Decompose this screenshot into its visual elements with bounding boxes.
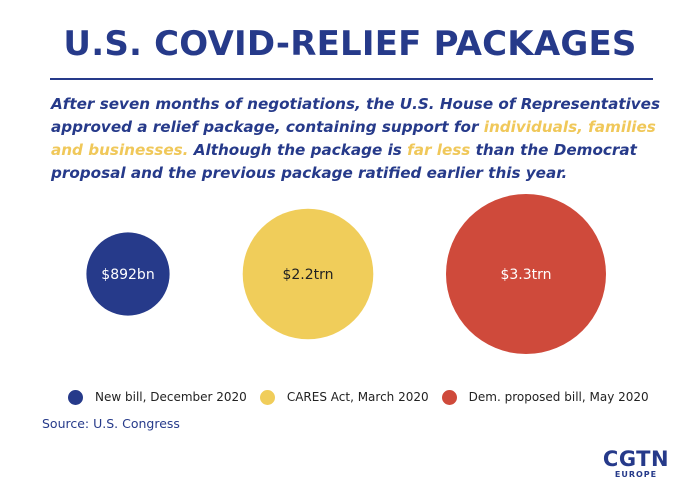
cgtn-europe-logo: CGTN EUROPE [600,448,672,479]
legend-swatch-cares-act [259,389,275,405]
bubble-cares-act [242,208,374,340]
title-divider [50,78,653,80]
legend-label-new-bill: New bill, December 2020 [95,390,247,404]
legend-swatch-new-bill [68,389,83,405]
intro-paragraph: After seven months of negotiations, the … [51,93,661,185]
logo-main-text: CGTN [602,447,670,471]
bubble-chart: $892bn $2.2trn $3.3trn [86,194,606,354]
legend-label-dem-proposed: Dem. proposed bill, May 2020 [468,390,649,404]
bubble-new-bill [86,232,170,316]
intro-text-1: After seven months of negotiations, the … [51,95,661,136]
logo-sub-text: EUROPE [614,470,658,479]
legend-item-new-bill: New bill, December 2020 [68,389,247,405]
legend-item-dem-proposed: Dem. proposed bill, May 2020 [441,389,649,405]
bubble-label-cares-act: $2.2trn [282,267,333,283]
chart-legend: New bill, December 2020 CARES Act, March… [68,387,649,407]
legend-item-cares-act: CARES Act, March 2020 [259,389,429,405]
intro-highlight-2: far less [407,141,471,159]
legend-label-cares-act: CARES Act, March 2020 [286,390,429,404]
source-note: Source: U.S. Congress [42,416,180,431]
chart-title: U.S. COVID-RELIEF PACKAGES [63,24,637,64]
bubble-label-new-bill: $892bn [101,267,154,283]
bubble-label-dem-proposed: $3.3trn [500,267,551,283]
intro-text-2: Although the package is [188,141,408,159]
intro-highlight-1: individuals, families and businesses. [51,118,656,159]
intro-text-3: than the Democrat proposal and the previ… [51,141,637,182]
legend-swatch-dem-proposed [441,389,457,405]
bubble-dem-proposed [446,194,606,354]
